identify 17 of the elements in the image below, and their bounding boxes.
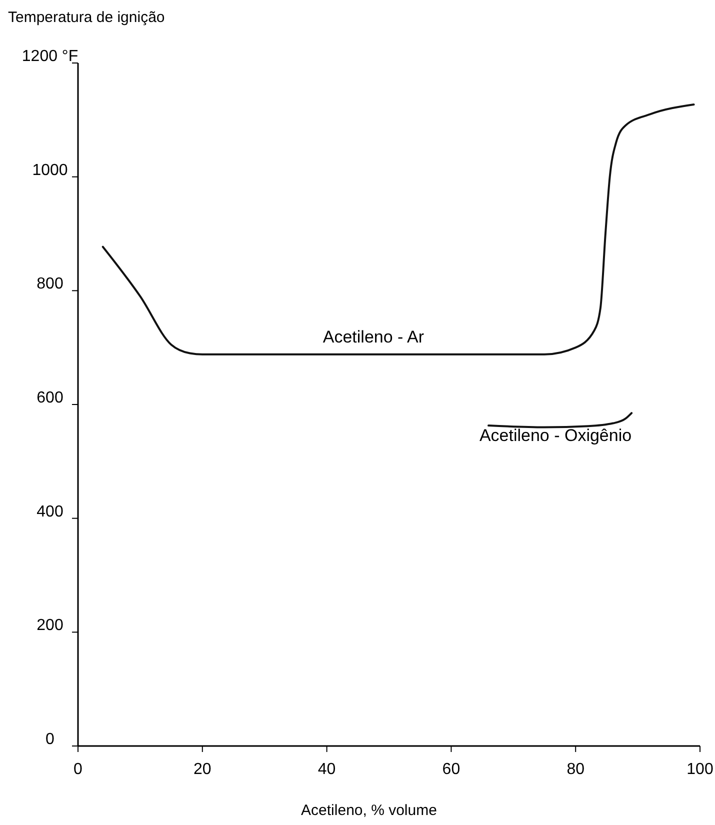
y-tick-label: 400 (36, 503, 64, 520)
x-tick-label: 80 (566, 761, 585, 778)
y-tick-label: 1200 °F (22, 48, 78, 65)
x-axis-title: Acetileno, % volume (301, 802, 437, 819)
x-tick-label: 20 (194, 761, 212, 778)
x-tick-label: 40 (318, 761, 336, 778)
series-label: Acetileno - Oxigênio (479, 426, 632, 446)
x-tick-label: 60 (442, 761, 460, 778)
x-tick-label: 0 (74, 761, 83, 778)
y-tick-label: 800 (36, 276, 64, 293)
y-tick-label: 0 (46, 731, 55, 748)
y-axis-title: Temperatura de ignição (8, 9, 165, 26)
y-tick-label: 600 (36, 390, 64, 406)
y-tick-label: 1000 (32, 162, 68, 179)
y-tick-label: 200 (36, 617, 64, 634)
x-tick-label: 100 (686, 761, 714, 778)
series-label: Acetileno - Ar (322, 327, 424, 346)
